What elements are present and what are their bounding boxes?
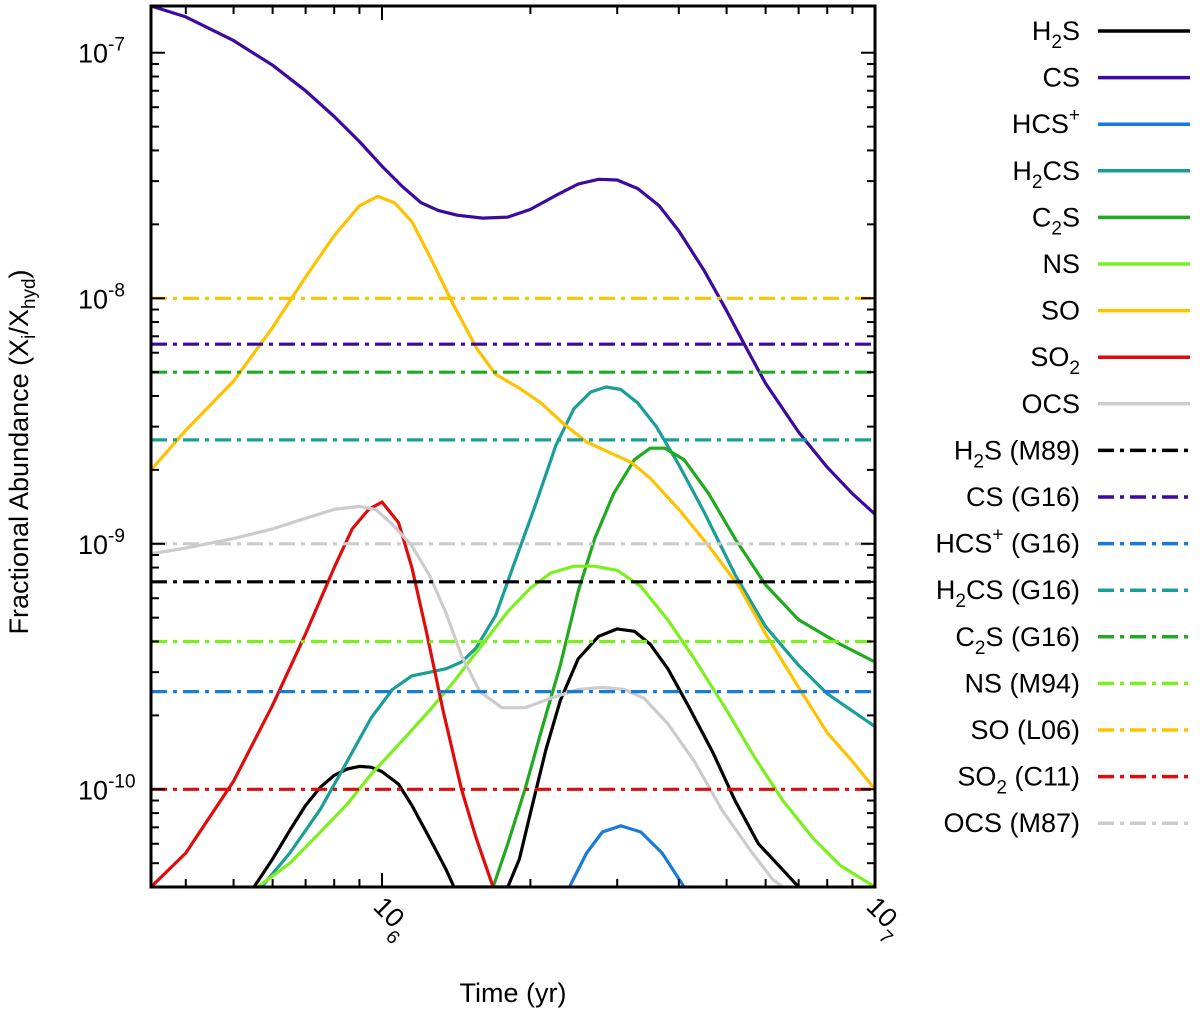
- legend-entry-ns-m94: NS (M94): [964, 668, 1190, 698]
- series-line-so: [151, 194, 875, 791]
- x-tick-label: 106: [360, 891, 418, 949]
- series-line-hcsplus: [567, 824, 686, 887]
- ticks-layer: [151, 6, 876, 888]
- series-line-ns: [256, 564, 875, 887]
- legend-entry-ocs-m87: OCS (M87): [943, 808, 1190, 838]
- legend: H2S CS HCS+ H2CS C2S NS SO SO2 OCS H2S (M89) CS (G…: [935, 16, 1190, 838]
- legend-entry-h2s: H2S: [1032, 16, 1190, 53]
- legend-label: C2S: [1032, 202, 1080, 239]
- legend-label: H2CS (G16): [936, 575, 1080, 612]
- legend-entry-cs-g16: CS (G16): [966, 482, 1190, 512]
- series-layer: [151, 6, 875, 887]
- plot-frame: [149, 4, 877, 889]
- legend-entry-cs: CS: [1042, 63, 1190, 93]
- series-line-so2: [151, 500, 495, 887]
- legend-entry-h2cs-g16: H2CS (G16): [936, 575, 1190, 612]
- y-tick-label: 10-7: [78, 35, 125, 69]
- legend-label: SO2: [1030, 342, 1080, 379]
- legend-label: SO (L06): [970, 715, 1080, 745]
- legend-entry-so: SO: [1041, 296, 1190, 326]
- legend-label: SO: [1041, 296, 1080, 326]
- legend-label: NS: [1042, 249, 1080, 279]
- y-tick-label: 10-8: [78, 280, 125, 314]
- legend-entry-c2s: C2S: [1032, 202, 1190, 239]
- legend-label: NS (M94): [964, 668, 1080, 698]
- legend-entry-h2s-m89: H2S (M89): [954, 435, 1190, 472]
- legend-label: HCS+: [1012, 105, 1080, 139]
- legend-entry-c2s-g16: C2S (G16): [955, 622, 1190, 659]
- legend-entry-hcsplus: HCS+: [1012, 105, 1190, 139]
- x-tick-label: 107: [853, 891, 911, 949]
- y-tick-label: 10-10: [78, 771, 136, 805]
- legend-label: HCS+ (G16): [935, 525, 1080, 559]
- legend-entry-so-l06: SO (L06): [970, 715, 1190, 745]
- series-line-c2s: [491, 446, 875, 887]
- legend-label: OCS (M87): [943, 808, 1080, 838]
- y-axis-title: Fractional Abundance (Xi/Xhyd): [4, 269, 40, 634]
- legend-label: CS: [1042, 63, 1080, 93]
- legend-label: OCS: [1021, 389, 1080, 419]
- legend-entry-h2cs: H2CS: [1012, 156, 1190, 193]
- legend-label: CS (G16): [966, 482, 1080, 512]
- legend-entry-so2-c11: SO2 (C11): [957, 762, 1190, 799]
- x-axis-title: Time (yr): [460, 978, 567, 1008]
- legend-label: H2S: [1032, 16, 1080, 53]
- legend-entry-so2: SO2: [1030, 342, 1190, 379]
- legend-label: H2S (M89): [954, 435, 1080, 472]
- y-tick-label: 10-9: [78, 526, 125, 560]
- legend-label: H2CS: [1012, 156, 1080, 193]
- series-line-cs: [151, 6, 875, 516]
- series-line-h2s: [252, 627, 800, 887]
- legend-entry-ocs: OCS: [1021, 389, 1190, 419]
- legend-entry-hcsplus-g16: HCS+ (G16): [935, 525, 1190, 559]
- legend-label: C2S (G16): [955, 622, 1080, 659]
- legend-label: SO2 (C11): [957, 762, 1080, 799]
- series-line-ocs: [151, 504, 784, 887]
- tick-labels: 10-10 10-9 10-8 10-7 106 107: [78, 35, 911, 949]
- legend-entry-ns: NS: [1042, 249, 1190, 279]
